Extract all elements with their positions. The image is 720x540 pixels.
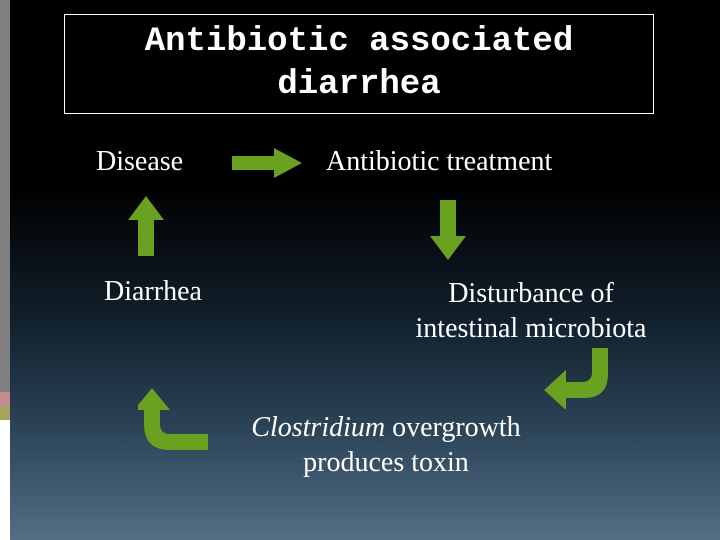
node-disease-label: Disease xyxy=(96,146,183,177)
node-clostridium: Clostridium overgrowth produces toxin xyxy=(216,410,556,480)
node-disturbance: Disturbance of intestinal microbiota xyxy=(366,276,696,346)
node-clostridium-italic: Clostridium xyxy=(251,412,385,443)
arrow-curve-up-left-icon xyxy=(138,388,208,450)
node-disturbance-line1: Disturbance of xyxy=(448,278,614,309)
node-diarrhea-label: Diarrhea xyxy=(104,276,202,307)
arrow-curve-down-left-icon xyxy=(544,348,614,410)
arrow-right-icon xyxy=(232,148,302,178)
node-clostridium-rest: overgrowth xyxy=(385,412,521,443)
sidebar-stripes xyxy=(0,0,10,540)
slide: Antibiotic associated diarrhea Disease A… xyxy=(0,0,720,540)
node-disease: Disease xyxy=(96,146,183,178)
stripe-pink xyxy=(0,392,10,406)
node-clostridium-line2: produces toxin xyxy=(303,447,469,478)
slide-title: Antibiotic associated diarrhea xyxy=(145,23,573,104)
arrow-down-icon xyxy=(430,200,466,260)
stripe-olive xyxy=(0,406,10,420)
node-antibiotic: Antibiotic treatment xyxy=(326,146,552,178)
node-diarrhea: Diarrhea xyxy=(104,276,202,308)
stripe-gray xyxy=(0,0,10,392)
arrow-up-icon xyxy=(128,196,164,256)
node-antibiotic-label: Antibiotic treatment xyxy=(326,146,552,177)
node-disturbance-line2: intestinal microbiota xyxy=(416,313,647,344)
stripe-white xyxy=(0,420,10,540)
title-box: Antibiotic associated diarrhea xyxy=(64,14,654,114)
